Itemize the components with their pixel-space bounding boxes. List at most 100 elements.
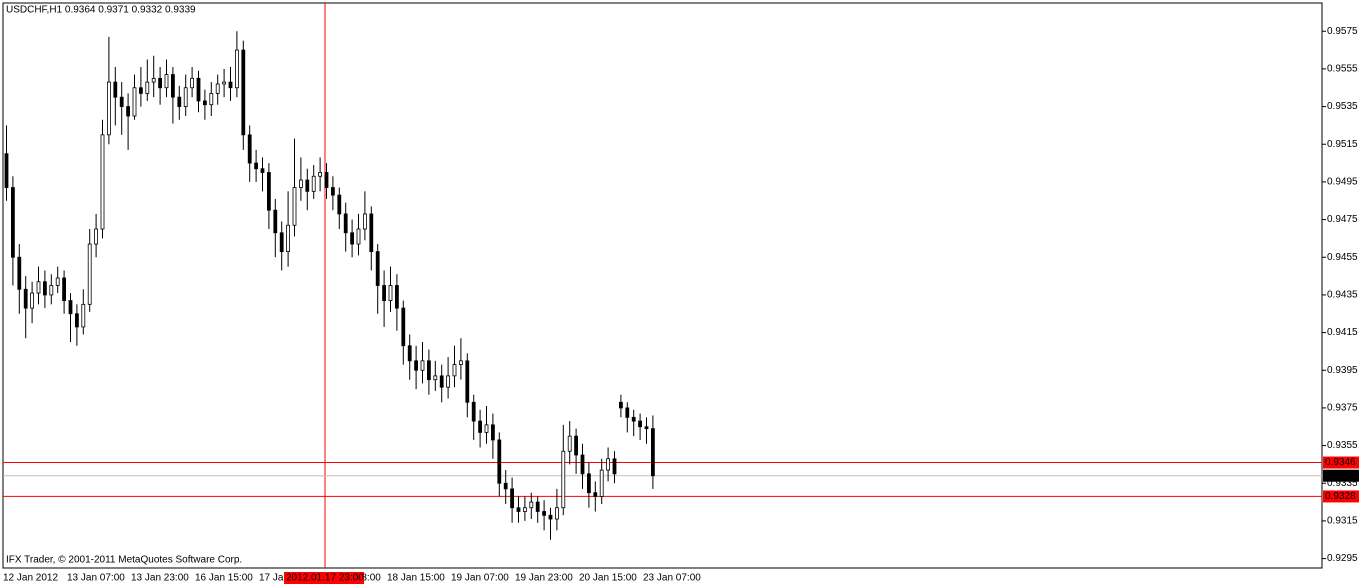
y-tick-label: 0.9355 (1327, 440, 1358, 451)
candle-body (580, 454, 585, 475)
candle-body (439, 375, 444, 388)
chart-title: USDCHF,H1 0.9364 0.9371 0.9332 0.9339 (6, 5, 196, 16)
y-tick-label: 0.9395 (1327, 365, 1358, 376)
candle-body (23, 288, 28, 309)
candle-body (478, 420, 483, 433)
candle-body (446, 375, 451, 388)
candle-body (369, 213, 374, 253)
candle-body (523, 507, 527, 512)
y-tick-label: 0.9535 (1327, 101, 1358, 112)
candle-body (305, 179, 310, 192)
plot-frame (2, 2, 1323, 569)
candle-body (529, 501, 534, 509)
candle-body (75, 313, 79, 328)
candle-body (516, 507, 521, 512)
candle-body (62, 277, 66, 301)
candle-body (561, 450, 566, 509)
price-line-label: 0.9339 (1325, 470, 1356, 481)
candle-body (138, 87, 143, 94)
candle-body (81, 303, 86, 328)
candle-body (158, 77, 163, 89)
candle-body (273, 209, 278, 234)
candle-body (574, 435, 578, 456)
candle-body (452, 364, 457, 377)
candle-body (619, 401, 623, 409)
candle-body (382, 285, 387, 301)
crosshair-label: 2012.01.17 23:00 (286, 573, 364, 584)
candle-body (107, 81, 111, 136)
candle-body (36, 281, 41, 294)
candle-body (426, 360, 431, 381)
x-tick-label: 13 Jan 23:00 (131, 573, 189, 584)
candle-body (465, 360, 470, 403)
candle-body (324, 172, 329, 188)
candle-body (414, 360, 419, 371)
x-tick-label: 23 Jan 07:00 (643, 573, 701, 584)
candle-body (497, 439, 502, 484)
y-tick-label: 0.9515 (1327, 139, 1358, 150)
candle-body (266, 172, 271, 211)
candle-body (183, 87, 188, 107)
candle-body (644, 426, 649, 430)
candle-body (241, 49, 246, 136)
candle-body (164, 74, 169, 89)
crosshair-label-box (284, 572, 364, 584)
candle-body (651, 428, 655, 477)
candle-body (362, 213, 367, 230)
candle-body (555, 507, 559, 520)
candle-body (55, 277, 60, 286)
candle-body (420, 360, 425, 371)
candle-body (209, 93, 214, 106)
candle-body (30, 292, 35, 309)
footer: IFX Trader, © 2001-2011 MetaQuotes Softw… (6, 555, 242, 566)
candle-body (606, 458, 610, 471)
candle-body (113, 81, 118, 98)
candle-body (350, 232, 355, 245)
candle-body (548, 514, 553, 520)
candle-body (43, 281, 47, 296)
candle-body (49, 285, 54, 296)
candle-body (68, 300, 73, 315)
candle-body (625, 407, 630, 418)
candle-body (126, 106, 130, 117)
candle-body (458, 360, 463, 366)
x-tick-label: 13 Jan 07:00 (67, 573, 125, 584)
candle-body (484, 424, 489, 433)
y-tick-label: 0.9375 (1327, 403, 1358, 414)
candle-body (567, 435, 572, 452)
candle-body (202, 100, 207, 106)
y-tick-label: 0.9295 (1327, 553, 1358, 564)
candle-body (119, 96, 124, 107)
candle-body (286, 224, 291, 253)
y-tick-label: 0.9475 (1327, 214, 1358, 225)
x-tick-label: 18 Jan 15:00 (387, 573, 445, 584)
price-line-label-box (1323, 469, 1359, 482)
candle-body (433, 375, 438, 381)
y-tick-label: 0.9415 (1327, 327, 1358, 338)
candle-body (471, 401, 476, 422)
x-tick-label: 12 Jan 2012 (3, 573, 58, 584)
candle-body (337, 194, 342, 215)
h-line-label: 0.9328 (1325, 491, 1356, 502)
candle-body (145, 81, 150, 94)
h-line-label-box (1323, 490, 1359, 503)
x-tick-label: 16 Jan 15:00 (195, 573, 253, 584)
y-tick-label: 0.9315 (1327, 516, 1358, 527)
x-tick-label: 19 Jan 07:00 (451, 573, 509, 584)
candle-body (279, 232, 284, 252)
candle-body (394, 285, 399, 309)
candle-body (177, 96, 182, 107)
candle-body (330, 187, 335, 196)
candle-body (87, 243, 92, 305)
candle-body (631, 416, 636, 422)
candle-body (535, 501, 540, 512)
candle-body (343, 213, 348, 234)
candle-body (94, 228, 98, 245)
candle-body (17, 256, 22, 290)
candle-body (10, 187, 15, 258)
y-tick-label: 0.9575 (1327, 26, 1358, 37)
candle-body (311, 175, 316, 192)
candle-body (318, 172, 323, 177)
candle-body (401, 307, 406, 347)
